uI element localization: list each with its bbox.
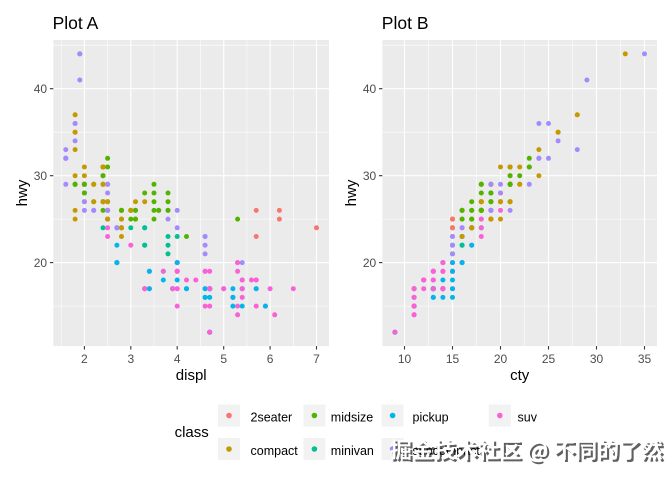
svg-text:5: 5 (220, 352, 227, 366)
svg-text:compact: compact (251, 444, 299, 458)
svg-text:2: 2 (81, 352, 88, 366)
svg-text:Plot B: Plot B (382, 13, 429, 33)
svg-text:7: 7 (313, 352, 320, 366)
svg-text:6: 6 (267, 352, 274, 366)
svg-text:40: 40 (363, 82, 377, 96)
svg-text:30: 30 (590, 352, 604, 366)
svg-text:cty: cty (510, 367, 530, 384)
svg-text:suv: suv (518, 411, 538, 425)
svg-text:30: 30 (34, 169, 48, 183)
svg-text:minivan: minivan (331, 444, 374, 458)
svg-text:hwy: hwy (343, 179, 360, 206)
svg-text:class: class (175, 424, 209, 441)
svg-text:20: 20 (34, 256, 48, 270)
svg-text:Plot A: Plot A (53, 13, 99, 33)
svg-text:displ: displ (176, 367, 207, 384)
svg-text:20: 20 (363, 256, 377, 270)
svg-text:midsize: midsize (331, 411, 373, 425)
svg-text:30: 30 (363, 169, 377, 183)
svg-text:10: 10 (398, 352, 412, 366)
svg-text:hwy: hwy (14, 179, 31, 206)
svg-text:3: 3 (127, 352, 134, 366)
svg-text:35: 35 (638, 352, 652, 366)
svg-text:15: 15 (446, 352, 460, 366)
svg-text:2seater: 2seater (251, 411, 293, 425)
svg-text:25: 25 (542, 352, 556, 366)
svg-text:pickup: pickup (413, 411, 449, 425)
svg-text:20: 20 (494, 352, 508, 366)
svg-text:40: 40 (34, 82, 48, 96)
svg-text:4: 4 (174, 352, 181, 366)
